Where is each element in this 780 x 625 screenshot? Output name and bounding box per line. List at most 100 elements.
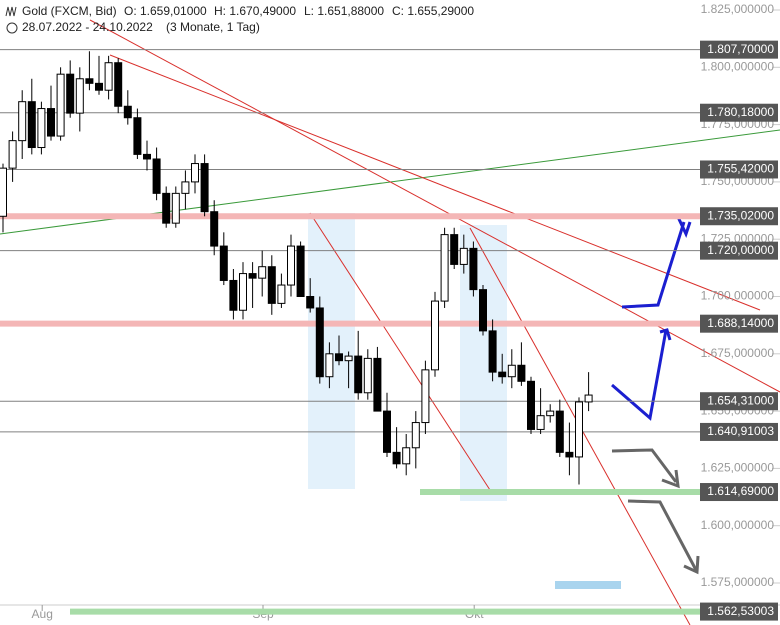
trend-line [309, 212, 491, 491]
candle-body [517, 364, 526, 382]
candle-body [123, 105, 132, 119]
level-label-box [700, 241, 778, 260]
candle-body [8, 140, 17, 169]
level-label-box [700, 422, 778, 441]
candle-body [546, 410, 555, 417]
candle-body [469, 247, 478, 291]
candle-body [66, 73, 75, 114]
candle-body [171, 192, 180, 224]
level-label-box [700, 392, 778, 411]
close-price: C: 1.655,29000 [392, 4, 474, 18]
y-tick-label: 1.800,000000 [701, 59, 775, 73]
candle-body [555, 410, 564, 453]
level-label-box [700, 314, 778, 333]
candle-body [575, 401, 583, 458]
candle-body [488, 330, 497, 373]
open-price: O: 1.659,01000 [124, 4, 207, 18]
level-label-box [700, 483, 778, 502]
period: (3 Monate, 1 Tag) [166, 20, 260, 34]
candle-body [344, 355, 353, 362]
candle-body [277, 284, 286, 304]
level-label: 1.735,02000 [707, 208, 774, 222]
y-tick-label: 1.825,000000 [701, 2, 775, 16]
highlight-zone [460, 225, 507, 501]
candle-body [0, 167, 7, 217]
header: Gold (FXCM, Bid) O: 1.659,01000 H: 1.670… [5, 4, 474, 34]
y-tick-label: 1.575,000000 [701, 575, 775, 589]
y-tick-label: 1.600,000000 [701, 518, 775, 532]
candle-body [315, 307, 324, 378]
candle-body [402, 447, 411, 465]
candle-body [200, 163, 209, 213]
candle-body [191, 163, 199, 183]
y-tick-label: 1.675,000000 [701, 346, 775, 360]
candle-body [47, 108, 55, 137]
candle-body [104, 62, 113, 91]
candle-body [75, 78, 84, 114]
y-tick-label: 1.625,000000 [701, 461, 775, 475]
candle-body [440, 234, 449, 302]
candle-body [248, 273, 257, 279]
level-label: 1.614,69000 [707, 484, 774, 498]
chart-icon [5, 6, 17, 17]
candle-body [363, 357, 372, 394]
candle-body [335, 353, 343, 362]
candle-body [85, 78, 94, 84]
candle-body [287, 245, 295, 286]
level-label: 1.807,70000 [707, 42, 774, 56]
candle-body [210, 211, 219, 247]
candle-body [296, 245, 305, 298]
candle-body [143, 153, 151, 160]
candle-body [152, 158, 161, 194]
candle-body [373, 357, 382, 412]
candle-body [133, 117, 142, 155]
candle-body [95, 82, 103, 91]
candle-body [450, 234, 459, 265]
level-label-box [700, 207, 778, 226]
x-tick-label: Aug [32, 607, 53, 621]
level-label-box [700, 160, 778, 179]
candle-body [527, 380, 535, 430]
level-label: 1.640,91003 [707, 424, 774, 438]
candle-body [565, 451, 574, 458]
candle-body [383, 410, 391, 453]
candle-body [181, 181, 190, 194]
candle-body [18, 101, 27, 142]
level-label: 1.755,42000 [707, 162, 774, 176]
candle-body [27, 101, 36, 149]
high-price: H: 1.670,49000 [214, 4, 296, 18]
candle-body [56, 73, 65, 137]
candle-body [479, 289, 487, 332]
candle-body [162, 192, 171, 224]
instrument: Gold (FXCM, Bid) [22, 4, 117, 18]
candle-body [306, 296, 315, 309]
candle-body [114, 62, 123, 107]
level-label: 1.654,31000 [707, 393, 774, 407]
level-label-box [700, 103, 778, 122]
forecast-arrows [611, 216, 700, 575]
candle-body [37, 108, 46, 149]
candle-body [258, 266, 267, 279]
highlight-zone [308, 213, 355, 489]
candle-body [392, 451, 401, 465]
candle-body [507, 364, 516, 378]
candle-body [498, 371, 507, 378]
candle-body [459, 247, 468, 265]
y-tick-label: 1.700,000000 [701, 289, 775, 303]
candle-body [536, 415, 545, 430]
candle-body [421, 369, 430, 424]
level-label-box [700, 602, 778, 621]
candle-body [219, 245, 228, 281]
date-range: 28.07.2022 - 24.10.2022 [22, 20, 153, 34]
level-label: 1.562,53003 [707, 604, 774, 618]
candle-body [239, 273, 247, 311]
low-price: L: 1.651,88000 [304, 4, 384, 18]
level-label: 1.688,14000 [707, 316, 774, 330]
trend-line [109, 54, 761, 311]
candle-body [431, 300, 439, 371]
level-label-box [700, 40, 778, 59]
candle-body [325, 353, 334, 378]
candle-body [354, 355, 363, 394]
candle-body [267, 266, 276, 304]
clock-icon [6, 22, 18, 34]
